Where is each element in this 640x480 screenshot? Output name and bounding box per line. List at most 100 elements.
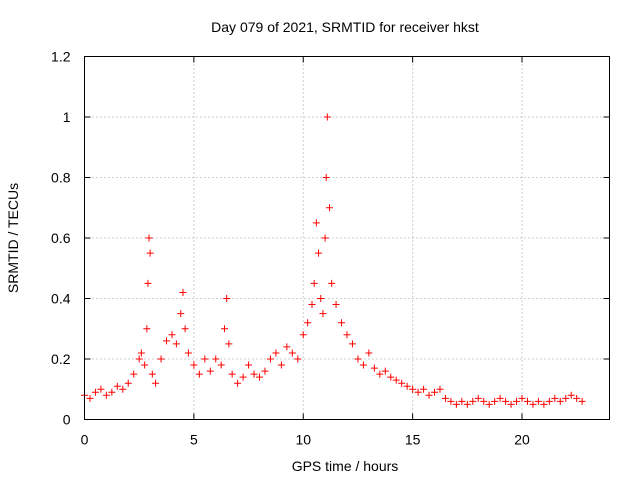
data-point [288, 349, 296, 357]
data-point [529, 400, 537, 408]
plot-frame [84, 56, 610, 420]
data-point [172, 340, 180, 348]
data-point [223, 295, 231, 302]
data-point [348, 340, 356, 348]
data-point [319, 310, 327, 318]
data-point [310, 279, 318, 287]
data-point [315, 249, 323, 257]
data-point [359, 361, 367, 369]
data-point [562, 394, 570, 402]
ticks-layer: 0 5 10 15 20 0 0.2 0.4 0.6 0.8 1 1.2 [51, 49, 610, 448]
data-point [221, 325, 228, 333]
data-point [250, 370, 258, 378]
x-tick-label: 0 [81, 432, 89, 448]
data-point [195, 370, 203, 378]
data-point [141, 361, 149, 369]
y-tick-label: 0.6 [51, 230, 71, 246]
data-point [299, 331, 307, 339]
data-point [354, 355, 362, 363]
y-tick-label: 1 [63, 109, 71, 125]
x-tick-label: 5 [190, 432, 198, 448]
data-point [332, 301, 340, 309]
data-point [294, 355, 302, 363]
data-point [137, 349, 145, 357]
data-point [217, 361, 225, 369]
data-point [143, 325, 151, 333]
data-point [308, 301, 316, 309]
data-point [556, 397, 564, 405]
data-point [113, 382, 121, 390]
data-point [283, 343, 291, 351]
x-tick-label: 10 [295, 432, 311, 448]
data-point [86, 394, 94, 402]
data-point [181, 325, 189, 333]
data-point [502, 397, 510, 405]
data-point [146, 249, 154, 257]
data-point [102, 391, 110, 399]
data-point [148, 370, 156, 378]
data-point [201, 355, 209, 363]
data-point [540, 400, 548, 408]
x-tick-label: 15 [405, 432, 421, 448]
data-point [177, 310, 185, 318]
data-point [228, 370, 236, 378]
data-point [392, 376, 400, 384]
y-tick-label: 1.2 [51, 49, 71, 65]
data-point [343, 331, 351, 339]
data-point [387, 373, 395, 381]
data-point [317, 295, 325, 302]
data-point [163, 337, 171, 345]
data-point [480, 397, 488, 405]
data-point [145, 234, 153, 242]
data-point [365, 349, 373, 357]
x-tick-label: 20 [514, 432, 530, 448]
data-point [523, 397, 531, 405]
data-point [91, 388, 99, 396]
data-point [403, 382, 411, 390]
data-point [144, 279, 152, 287]
data-point [534, 397, 542, 405]
data-point [225, 340, 233, 348]
data-point [328, 279, 336, 287]
data-point [124, 379, 132, 387]
data-point [567, 391, 575, 399]
data-point [463, 400, 471, 408]
data-point [485, 400, 493, 408]
data-point [312, 219, 320, 227]
data-point [130, 370, 138, 378]
data-point [119, 385, 127, 393]
data-point [551, 394, 559, 402]
y-tick-label: 0.2 [51, 351, 71, 367]
data-point [409, 385, 417, 393]
data-point [272, 349, 280, 357]
data-point [496, 394, 504, 402]
data-point [474, 394, 482, 402]
data-point [518, 394, 526, 402]
data-point [321, 234, 329, 242]
data-point [398, 379, 406, 387]
chart-title: Day 079 of 2021, SRMTID for receiver hks… [211, 19, 479, 35]
data-point [277, 361, 285, 369]
data-point [322, 174, 330, 181]
data-point [304, 319, 312, 327]
data-point [179, 288, 187, 296]
data-point [261, 367, 269, 375]
data-point [420, 385, 428, 393]
data-point [469, 397, 477, 405]
data-point [190, 361, 198, 369]
data-point [507, 400, 515, 408]
data-point [256, 373, 263, 381]
data-point [447, 397, 455, 405]
data-point [184, 349, 192, 357]
data-point [578, 397, 586, 405]
data-point [414, 388, 422, 396]
data-point [452, 400, 460, 408]
y-tick-label: 0 [63, 412, 71, 428]
data-point [545, 397, 553, 405]
data-point [425, 391, 433, 399]
x-axis-label: GPS time / hours [292, 458, 399, 474]
data-point [436, 385, 444, 393]
data-point [458, 397, 466, 405]
points-layer [81, 113, 586, 408]
